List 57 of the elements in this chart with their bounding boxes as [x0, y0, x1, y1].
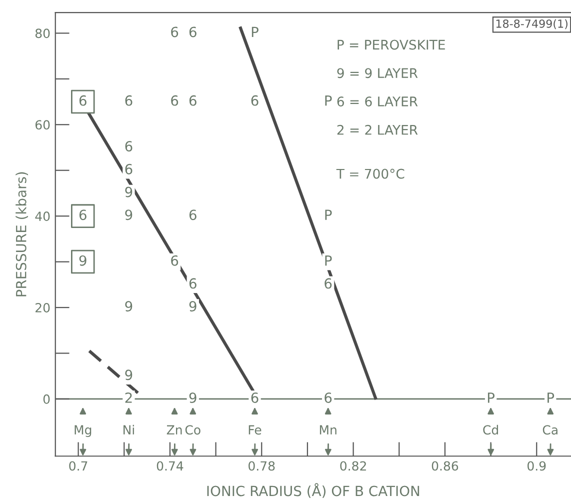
annotation: P — [548, 392, 554, 403]
annotation: 6 — [125, 95, 132, 106]
annotation: P — [488, 392, 495, 403]
annotation: 6 — [171, 95, 178, 106]
annotation: Ca — [542, 425, 558, 435]
annotation: 6 — [251, 392, 258, 403]
annotation: 9 = 9 LAYER — [337, 68, 418, 78]
annotation: 6 — [189, 210, 196, 220]
annotation: 2 — [125, 392, 132, 403]
x-tick-label: 0.86 — [432, 461, 458, 471]
annotation: 9 — [79, 255, 86, 266]
y-tick-label: 20 — [36, 302, 50, 312]
x-tick-label: 0.7 — [69, 461, 88, 471]
annotation: 6 — [189, 95, 196, 106]
annotation: 6 — [324, 278, 332, 289]
annotation: 6 — [171, 255, 178, 266]
x-tick-label: 0.9 — [528, 461, 546, 471]
y-axis-title: PRESSURE (kbars) — [16, 172, 28, 296]
y-tick-label: 80 — [35, 28, 50, 38]
annotation: 9 — [189, 301, 196, 312]
annotation: 6 — [324, 392, 332, 403]
annotation: Co — [185, 425, 200, 435]
annotation: Cd — [483, 424, 498, 435]
annotation: 6 — [79, 95, 86, 106]
annotation: 6 — [79, 210, 86, 220]
annotation: P = PEROVSKITE — [338, 40, 445, 50]
annotation: Mg — [74, 425, 92, 438]
annotation: 6 — [171, 26, 178, 38]
annotation: 9 — [189, 392, 196, 403]
x-tick-label: 0.74 — [156, 461, 184, 471]
annotation: 6 = 6 LAYER — [337, 96, 418, 106]
annotation: 9 — [125, 186, 132, 198]
annotation: 9 — [125, 301, 132, 312]
annotation: 6 — [189, 26, 196, 38]
x-tick-label: 0.82 — [340, 461, 366, 471]
annotation: 9 — [125, 210, 132, 220]
x-axis-title: IONIC RADIUS (Å) OF B CATION — [207, 483, 420, 498]
annotation: Zn — [166, 425, 182, 434]
annotation: P — [325, 95, 332, 106]
annotation: 6 — [251, 95, 258, 106]
annotation: 6 — [125, 164, 132, 174]
annotation: P — [325, 210, 332, 220]
annotation: 2 = 2 LAYER — [337, 124, 418, 135]
annotation: 6 — [189, 278, 196, 289]
annotation: 9 — [125, 370, 132, 380]
annotation: P — [252, 26, 258, 38]
annotation: Fe — [248, 425, 262, 435]
annotation: T = 700°C — [336, 168, 404, 179]
y-tick-label: 60 — [35, 120, 50, 130]
annotation: P — [325, 256, 332, 266]
annotation: Ni — [124, 424, 134, 434]
annotation: 6 — [125, 141, 132, 152]
y-tick-label: 40 — [35, 212, 50, 221]
annotation: 18-8-7499(1) — [496, 19, 568, 30]
annotation: Mn — [320, 425, 336, 434]
y-tick-label: 0 — [43, 394, 50, 404]
x-tick-label: 0.78 — [248, 461, 275, 471]
